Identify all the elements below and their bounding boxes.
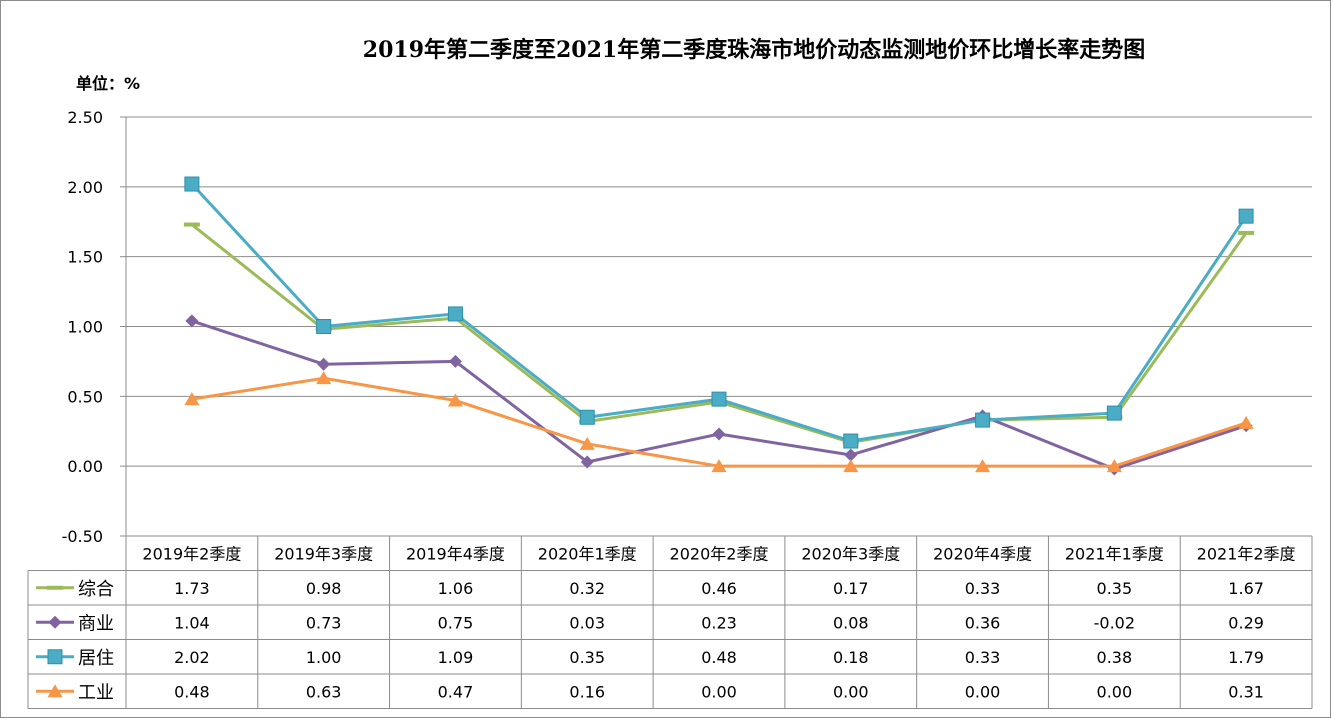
data-point	[184, 176, 200, 192]
data-table-value: 0.47	[438, 682, 474, 701]
data-point	[844, 448, 858, 462]
y-tick-label: -0.50	[62, 527, 103, 546]
data-point	[183, 222, 200, 227]
data-table-value: 0.29	[1228, 613, 1264, 632]
data-table-value: 0.00	[833, 682, 869, 701]
y-tick-label: 1.50	[67, 248, 103, 267]
x-category-label: 2020年1季度	[538, 544, 637, 563]
data-table-value: 0.23	[701, 613, 737, 632]
data-point	[579, 409, 595, 425]
data-point	[975, 459, 991, 473]
data-point	[1106, 459, 1122, 473]
data-table-value: 0.08	[833, 613, 869, 632]
data-table-value: 0.98	[306, 579, 342, 598]
series-line-综合	[190, 223, 1248, 444]
x-category-label: 2020年2季度	[670, 544, 769, 563]
x-category-label: 2020年4季度	[933, 544, 1032, 563]
data-table-value: 1.06	[438, 579, 474, 598]
unit-label: 单位：%	[76, 74, 141, 93]
data-table-value: 0.36	[965, 613, 1001, 632]
data-point	[580, 455, 594, 469]
data-table-value: 0.46	[701, 579, 737, 598]
data-point	[316, 319, 332, 334]
legend-entry: 居住	[78, 648, 114, 669]
x-category-label: 2019年3季度	[274, 544, 373, 563]
y-tick-label: 1.00	[67, 318, 103, 337]
data-point	[317, 357, 331, 371]
data-table-value: 0.48	[174, 682, 210, 701]
x-category-label: 2020年3季度	[801, 544, 900, 563]
data-table-value: 0.35	[1097, 579, 1133, 598]
legend-key-marker	[47, 684, 63, 698]
data-point	[1238, 208, 1254, 224]
y-tick-label: 0.50	[67, 387, 103, 406]
data-table-value: 1.00	[306, 648, 342, 667]
data-point	[843, 459, 859, 473]
data-point	[843, 433, 859, 449]
data-table-value: 0.31	[1228, 682, 1264, 701]
legend-key-marker	[48, 615, 62, 629]
data-table-value: 0.00	[965, 682, 1001, 701]
data-point	[185, 314, 199, 328]
data-table-value: 0.33	[965, 579, 1001, 598]
data-point	[975, 412, 991, 428]
data-table-value: 0.18	[833, 648, 869, 667]
data-point	[579, 436, 595, 450]
data-table-value: -0.02	[1094, 613, 1135, 632]
data-point	[447, 393, 463, 407]
legend-entry: 综合	[78, 579, 114, 600]
y-tick-label: 2.50	[67, 108, 103, 127]
data-table-value: 0.35	[569, 648, 605, 667]
data-table-value: 0.00	[701, 682, 737, 701]
x-category-label: 2021年1季度	[1065, 544, 1164, 563]
series-line-工业	[191, 376, 1247, 468]
data-table-value: 0.16	[569, 682, 605, 701]
data-table-value: 1.79	[1228, 648, 1264, 667]
chart-title: 2019年第二季度至2021年第二季度珠海市地价动态监测地价环比增长率走势图	[362, 37, 1146, 63]
data-table-value: 0.17	[833, 579, 869, 598]
y-tick-label: 2.00	[67, 178, 103, 197]
data-point	[711, 459, 727, 473]
data-table-value: 0.48	[701, 648, 737, 667]
data-table-value: 1.73	[174, 579, 210, 598]
data-point	[1106, 405, 1122, 421]
data-table-value: 1.09	[438, 648, 474, 667]
data-table-value: 1.67	[1228, 579, 1264, 598]
y-tick-label: 0.00	[67, 457, 103, 476]
legend-key-marker	[47, 585, 63, 590]
x-category-label: 2019年2季度	[142, 544, 241, 563]
data-point	[184, 392, 200, 406]
data-point	[447, 306, 463, 322]
legend-entry: 工业	[78, 682, 114, 703]
data-table-value: 0.73	[306, 613, 342, 632]
data-table-value: 2.02	[174, 648, 210, 667]
x-category-label: 2019年4季度	[406, 544, 505, 563]
legend-key-marker	[47, 649, 63, 665]
data-table-value: 0.63	[306, 682, 342, 701]
data-point	[448, 354, 462, 368]
data-point	[316, 371, 332, 385]
data-table-value: 0.33	[965, 648, 1001, 667]
x-category-label: 2021年2季度	[1197, 544, 1296, 563]
data-table-value: 0.00	[1097, 682, 1133, 701]
data-point	[711, 391, 727, 407]
legend-entry: 商业	[78, 613, 114, 634]
data-table-value: 0.03	[569, 613, 605, 632]
data-point	[712, 427, 726, 441]
data-table-value: 0.38	[1097, 648, 1133, 667]
data-point	[1238, 230, 1255, 235]
data-table-value: 0.32	[569, 579, 605, 598]
data-point	[1238, 415, 1254, 429]
data-table-value: 0.75	[438, 613, 474, 632]
data-table-value: 1.04	[174, 613, 210, 632]
